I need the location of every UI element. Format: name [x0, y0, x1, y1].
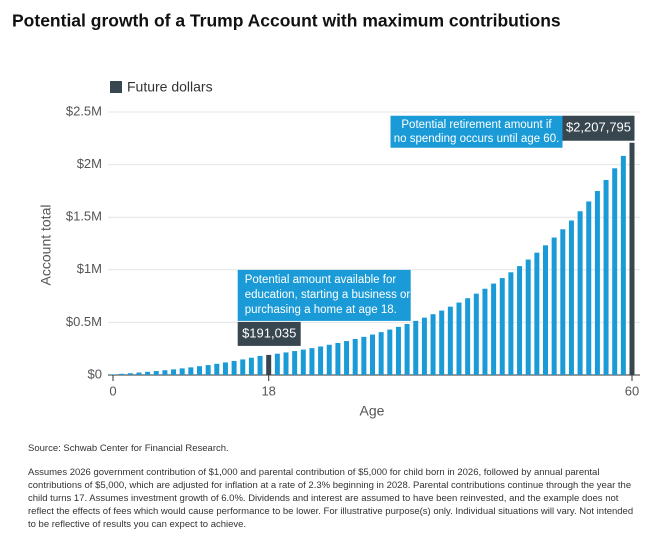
bar — [171, 369, 177, 375]
bar — [257, 355, 263, 375]
bar — [603, 179, 609, 375]
bar — [162, 370, 168, 375]
y-tick-label: $1.5M — [66, 209, 102, 224]
bar — [352, 339, 358, 375]
bar — [370, 334, 375, 375]
bar — [473, 293, 479, 375]
bar — [456, 302, 462, 375]
annotation-text: Potential amount available for — [245, 274, 397, 286]
bar — [266, 354, 272, 375]
bar — [612, 168, 618, 375]
bar — [534, 252, 540, 375]
legend-label: Future dollars — [127, 79, 213, 95]
value-label: $191,035 — [242, 325, 296, 340]
x-tick-label: 60 — [625, 383, 639, 398]
annotation-box — [237, 269, 411, 321]
bar — [119, 373, 125, 375]
value-label: $2,207,795 — [566, 120, 631, 135]
bar — [491, 283, 497, 375]
y-axis-label: Account total — [38, 205, 54, 286]
y-tick-label: $0 — [88, 366, 102, 381]
footnote: Assumes 2026 government contribution of … — [28, 467, 634, 530]
bar — [378, 332, 384, 375]
bar — [110, 374, 116, 375]
bar — [404, 323, 410, 375]
bar — [508, 272, 514, 375]
bar — [145, 371, 151, 375]
y-tick-label: $2.5M — [66, 103, 102, 118]
bar — [283, 352, 289, 375]
bar — [300, 349, 306, 375]
bar — [543, 245, 548, 375]
bar — [292, 351, 298, 375]
bar — [577, 211, 583, 375]
bar — [335, 342, 341, 375]
bar — [551, 237, 557, 375]
bar — [222, 362, 228, 375]
bar — [197, 366, 202, 375]
bar — [629, 142, 635, 375]
bar — [430, 314, 436, 375]
value-label-box — [562, 115, 635, 141]
bar — [421, 317, 427, 375]
bar — [214, 363, 220, 375]
bar — [525, 259, 531, 375]
bar — [309, 348, 315, 375]
bar — [344, 341, 350, 375]
annotation-text: education, starting a business or — [245, 289, 411, 301]
bar — [413, 320, 419, 375]
bar — [361, 336, 367, 375]
bar — [179, 368, 185, 375]
bar — [517, 266, 523, 375]
chart: Potential growth of a Trump Account with… — [12, 11, 640, 419]
bar — [231, 360, 237, 375]
bar — [127, 373, 133, 375]
bar — [274, 353, 280, 375]
y-tick-label: $0.5M — [66, 314, 102, 329]
bar — [248, 357, 254, 375]
bar — [205, 365, 211, 375]
bar — [326, 344, 332, 375]
bar — [387, 329, 393, 375]
source: Source: Schwab Center for Financial Rese… — [28, 443, 229, 454]
bar — [482, 288, 488, 375]
annotation-box — [390, 115, 563, 148]
value-label-box — [237, 321, 301, 346]
x-tick-label: 0 — [109, 383, 116, 398]
annotation-text: purchasing a home at age 18. — [245, 304, 397, 316]
bar — [560, 229, 566, 375]
bar — [568, 220, 574, 375]
legend-swatch — [110, 81, 122, 93]
bar — [240, 359, 246, 375]
bar — [465, 298, 471, 375]
bar — [188, 367, 194, 375]
x-tick-label: 18 — [261, 383, 275, 398]
bar — [499, 278, 505, 375]
bar — [586, 201, 592, 375]
bar — [620, 155, 626, 375]
bar — [439, 310, 445, 375]
annotation-text: Potential retirement amount if — [401, 119, 552, 131]
y-tick-label: $2M — [77, 156, 102, 171]
bar — [395, 326, 401, 375]
annotation-text: no spending occurs until age 60. — [394, 133, 560, 145]
bar — [153, 371, 159, 375]
bar — [136, 372, 142, 375]
x-axis-label: Age — [360, 403, 385, 419]
bar — [318, 346, 324, 375]
bar — [447, 306, 453, 375]
chart-title: Potential growth of a Trump Account with… — [12, 11, 561, 31]
bar — [594, 191, 600, 375]
y-tick-label: $1M — [77, 261, 102, 276]
